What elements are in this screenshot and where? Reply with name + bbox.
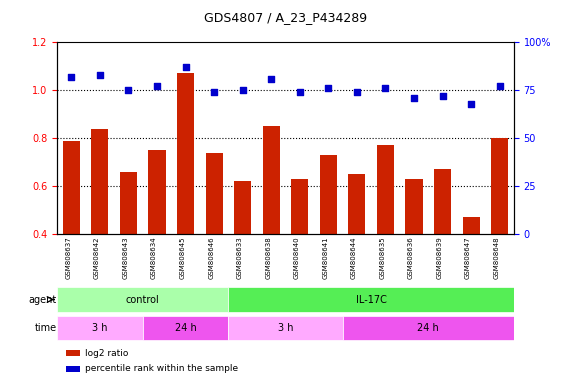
Point bbox=[210, 89, 219, 95]
FancyBboxPatch shape bbox=[57, 287, 228, 312]
Point bbox=[495, 83, 504, 89]
Bar bbox=[263, 126, 280, 330]
Bar bbox=[66, 350, 80, 356]
Text: time: time bbox=[35, 323, 57, 333]
Text: 24 h: 24 h bbox=[175, 323, 196, 333]
Bar bbox=[405, 179, 423, 330]
Point bbox=[409, 95, 419, 101]
Text: GSM808642: GSM808642 bbox=[94, 237, 100, 279]
Text: agent: agent bbox=[29, 295, 57, 305]
Bar bbox=[120, 172, 137, 330]
FancyBboxPatch shape bbox=[57, 316, 143, 340]
Text: 3 h: 3 h bbox=[278, 323, 293, 333]
Text: GSM808646: GSM808646 bbox=[208, 237, 214, 280]
Text: GSM808640: GSM808640 bbox=[293, 237, 300, 280]
Bar bbox=[377, 146, 394, 330]
Point bbox=[95, 72, 104, 78]
Text: GSM808637: GSM808637 bbox=[65, 237, 71, 280]
Point bbox=[467, 101, 476, 107]
Text: GDS4807 / A_23_P434289: GDS4807 / A_23_P434289 bbox=[204, 12, 367, 25]
Text: GSM808633: GSM808633 bbox=[236, 237, 243, 280]
Point bbox=[295, 89, 304, 95]
Point bbox=[152, 83, 162, 89]
Bar bbox=[320, 155, 337, 330]
Point bbox=[352, 89, 361, 95]
Point bbox=[238, 87, 247, 93]
Text: percentile rank within the sample: percentile rank within the sample bbox=[85, 364, 238, 373]
Text: GSM808638: GSM808638 bbox=[265, 237, 271, 280]
FancyBboxPatch shape bbox=[343, 316, 514, 340]
Point bbox=[67, 74, 76, 80]
Bar bbox=[234, 182, 251, 330]
FancyBboxPatch shape bbox=[228, 316, 343, 340]
Text: GSM808647: GSM808647 bbox=[465, 237, 471, 280]
Bar bbox=[91, 129, 108, 330]
Bar bbox=[66, 366, 80, 372]
Text: control: control bbox=[126, 295, 160, 305]
Text: GSM808635: GSM808635 bbox=[379, 237, 385, 280]
Text: GSM808645: GSM808645 bbox=[179, 237, 186, 279]
Bar bbox=[463, 217, 480, 330]
Text: IL-17C: IL-17C bbox=[356, 295, 387, 305]
FancyBboxPatch shape bbox=[143, 316, 228, 340]
Text: GSM808641: GSM808641 bbox=[322, 237, 328, 280]
Point bbox=[181, 64, 190, 70]
Bar bbox=[63, 141, 80, 330]
Bar bbox=[206, 153, 223, 330]
Bar bbox=[291, 179, 308, 330]
Text: GSM808643: GSM808643 bbox=[122, 237, 128, 280]
Point bbox=[124, 87, 133, 93]
FancyBboxPatch shape bbox=[228, 287, 514, 312]
Text: GSM808648: GSM808648 bbox=[493, 237, 500, 280]
Point bbox=[267, 76, 276, 82]
Bar bbox=[491, 138, 508, 330]
Bar bbox=[348, 174, 365, 330]
Text: GSM808644: GSM808644 bbox=[351, 237, 357, 279]
Bar bbox=[177, 73, 194, 330]
Text: GSM808636: GSM808636 bbox=[408, 237, 414, 280]
Text: 3 h: 3 h bbox=[92, 323, 108, 333]
Bar bbox=[434, 169, 451, 330]
Text: log2 ratio: log2 ratio bbox=[85, 349, 128, 358]
Point bbox=[324, 85, 333, 91]
Text: GSM808634: GSM808634 bbox=[151, 237, 157, 280]
Point bbox=[438, 93, 447, 99]
Text: GSM808639: GSM808639 bbox=[436, 237, 443, 280]
Bar bbox=[148, 150, 166, 330]
Text: 24 h: 24 h bbox=[417, 323, 439, 333]
Point bbox=[381, 85, 390, 91]
